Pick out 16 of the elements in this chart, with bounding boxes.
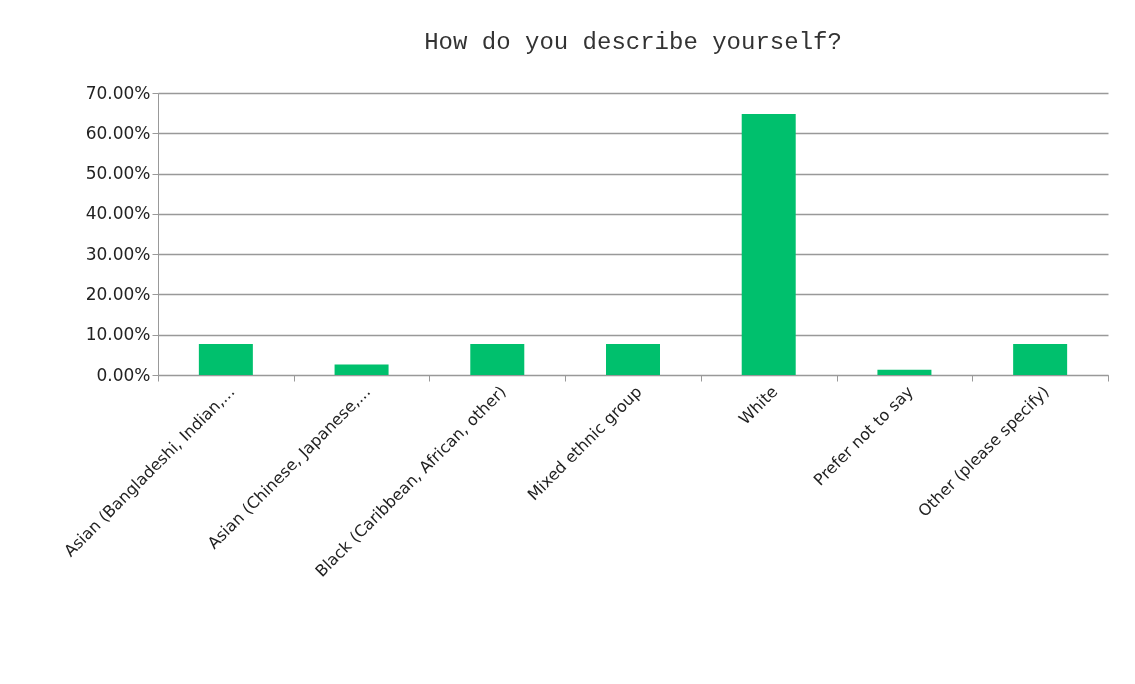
- y-tick-label: 0.00%: [96, 364, 151, 385]
- bar: [877, 369, 932, 375]
- bar: [334, 364, 389, 375]
- bar: [606, 343, 660, 375]
- bar: [1013, 343, 1068, 375]
- y-tick-label: 10.00%: [85, 324, 151, 345]
- chart-title: How do you describe yourself?: [424, 29, 842, 56]
- y-tick-label: 50.00%: [85, 163, 151, 184]
- y-tick-label: 60.00%: [85, 122, 151, 143]
- bar: [198, 343, 253, 375]
- y-tick-label: 20.00%: [85, 283, 151, 304]
- y-tick-label: 40.00%: [85, 203, 151, 224]
- bar: [741, 113, 796, 375]
- y-tick-label: 70.00%: [85, 82, 151, 103]
- bar: [470, 343, 525, 375]
- y-tick-label: 30.00%: [85, 243, 151, 264]
